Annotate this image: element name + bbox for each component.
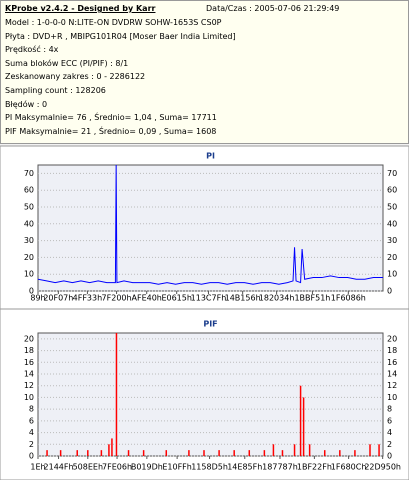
chart-panel	[0, 145, 409, 480]
x-tick-label: AFE40h	[132, 294, 162, 303]
x-tick-label: 1158D5h	[191, 463, 228, 472]
x-tick-label: 182034h	[259, 294, 295, 303]
x-tick-label: B019Dh	[131, 463, 163, 472]
plot-area	[37, 164, 384, 292]
y2-tick-label: 0	[387, 287, 392, 296]
x-tick-label: E10FFh	[162, 463, 192, 472]
y-tick-label: 14	[24, 370, 34, 379]
y-tick-label: 6	[29, 416, 34, 425]
datetime: Data/Czas : 2005-07-06 21:29:49	[206, 4, 340, 13]
x-tick-label: 187787h	[262, 463, 298, 472]
line	[38, 165, 383, 285]
y-tick-label: 12	[24, 381, 34, 390]
info-line: Suma bloków ECC (PI/PIF) : 8/1	[5, 58, 129, 68]
info-panel: KProbe v2.4.2 - Designed by Karr Data/Cz…	[0, 0, 409, 144]
y2-tick-label: 2	[387, 440, 392, 449]
info-line: Prędkość : 4x	[5, 45, 59, 55]
y2-tick-label: 0	[387, 452, 392, 461]
x-tick-label: 1BBF51h	[294, 294, 330, 303]
x-tick-label: 113C7Fh	[191, 294, 227, 303]
app-title: KProbe v2.4.2 - Designed by Karr	[5, 4, 156, 13]
info-line: PI Maksymalnie= 76 , Średnio= 1,04 , Sum…	[5, 113, 217, 123]
x-tick-label: 1F680Ch	[331, 463, 367, 472]
y-tick-label: 60	[24, 186, 34, 195]
plot-area	[37, 332, 384, 457]
x-tick-label: 89h	[30, 294, 45, 303]
y-tick-label: 0	[29, 452, 34, 461]
y-tick-label: 4	[29, 428, 34, 437]
y2-tick-label: 30	[387, 236, 397, 245]
y2-tick-label: 40	[387, 219, 397, 228]
y-tick-label: 18	[24, 346, 34, 355]
chart-title: PI	[206, 152, 215, 161]
series	[38, 165, 383, 285]
y2-tick-label: 4	[387, 428, 392, 437]
info-line: Zeskanowany zakres : 0 - 2286122	[5, 72, 146, 82]
x-tick-label: 1F6086h	[331, 294, 366, 303]
y-tick-label: 2	[29, 440, 34, 449]
x-tick-label: 508EEh	[73, 463, 103, 472]
x-tick-label: 1BF22Fh	[297, 463, 332, 472]
y-tick-label: 10	[24, 270, 34, 279]
y-tick-label: 30	[24, 236, 34, 245]
y-tick-label: 10	[24, 393, 34, 402]
x-tick-label: 14E85Fh	[227, 463, 262, 472]
x-tick-label: 7FE06h	[102, 463, 132, 472]
y2-tick-label: 6	[387, 416, 392, 425]
series	[46, 333, 380, 456]
info-line: Płyta : DVD+R , MBIPG101R04 [Moser Baer …	[5, 31, 236, 41]
x-tick-label: 20F07h	[43, 294, 73, 303]
x-tick-label: 4FF33h	[73, 294, 103, 303]
y-tick-label: 40	[24, 219, 34, 228]
y-tick-label: 20	[24, 253, 34, 262]
y-tick-label: 70	[24, 169, 34, 178]
y-tick-label: 20	[24, 334, 34, 343]
x-tick-label: 14B156h	[225, 294, 261, 303]
y2-tick-label: 10	[387, 270, 397, 279]
chart-title: PIF	[203, 320, 217, 329]
y2-tick-label: 70	[387, 169, 397, 178]
info-line: Sampling count : 128206	[5, 86, 106, 95]
y2-tick-label: 16	[387, 358, 397, 367]
y2-tick-label: 10	[387, 393, 397, 402]
x-tick-label: 7F200h	[102, 294, 132, 303]
y2-tick-label: 18	[387, 346, 397, 355]
info-line: PIF Maksymalnie= 21 , Średnio= 0,09 , Su…	[5, 126, 217, 136]
y2-tick-label: 20	[387, 334, 397, 343]
y-tick-label: 0	[29, 287, 34, 296]
y2-tick-label: 8	[387, 405, 392, 414]
x-tick-label: 2144Fh	[44, 463, 74, 472]
y-tick-label: 8	[29, 405, 34, 414]
y2-tick-label: 60	[387, 186, 397, 195]
x-tick-label: 22D950h	[364, 463, 401, 472]
y-tick-label: 16	[24, 358, 34, 367]
y2-tick-label: 12	[387, 381, 397, 390]
y2-tick-label: 20	[387, 253, 397, 262]
y2-tick-label: 14	[387, 370, 397, 379]
x-tick-label: E0615h	[161, 294, 191, 303]
info-line: Błędów : 0	[5, 99, 48, 109]
x-tick-label: 1Eh	[30, 463, 45, 472]
info-line: Model : 1-0-0-0 N:LITE-ON DVDRW SOHW-165…	[5, 18, 222, 27]
y2-tick-label: 50	[387, 203, 397, 212]
y-tick-label: 50	[24, 203, 34, 212]
